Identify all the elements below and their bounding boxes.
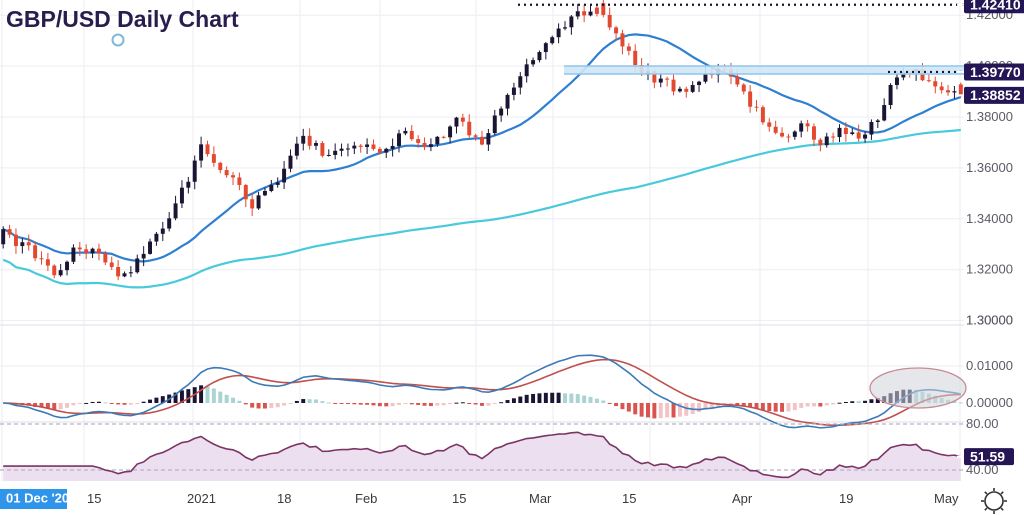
svg-text:51.59: 51.59 (970, 449, 1005, 465)
svg-text:0.00000: 0.00000 (966, 395, 1013, 410)
svg-text:0.01000: 0.01000 (966, 358, 1013, 373)
svg-text:18: 18 (277, 491, 291, 506)
svg-text:Apr: Apr (732, 491, 753, 506)
svg-text:15: 15 (87, 491, 101, 506)
svg-text:1.38852: 1.38852 (970, 87, 1021, 103)
svg-text:19: 19 (839, 491, 853, 506)
svg-text:15: 15 (452, 491, 466, 506)
svg-text:1.39770: 1.39770 (970, 64, 1021, 80)
svg-text:Mar: Mar (529, 491, 552, 506)
svg-text:Feb: Feb (355, 491, 377, 506)
svg-text:1.38000: 1.38000 (966, 109, 1013, 124)
svg-text:1.32000: 1.32000 (966, 262, 1013, 277)
svg-text:1.42410: 1.42410 (970, 0, 1021, 13)
svg-text:1.34000: 1.34000 (966, 211, 1013, 226)
svg-text:80.00: 80.00 (966, 416, 999, 431)
svg-text:15: 15 (622, 491, 636, 506)
svg-text:1.36000: 1.36000 (966, 160, 1013, 175)
svg-text:May: May (934, 491, 959, 506)
svg-text:2021: 2021 (187, 491, 216, 506)
svg-text:1.30000: 1.30000 (966, 313, 1013, 328)
svg-text:01 Dec '20: 01 Dec '20 (6, 491, 69, 506)
